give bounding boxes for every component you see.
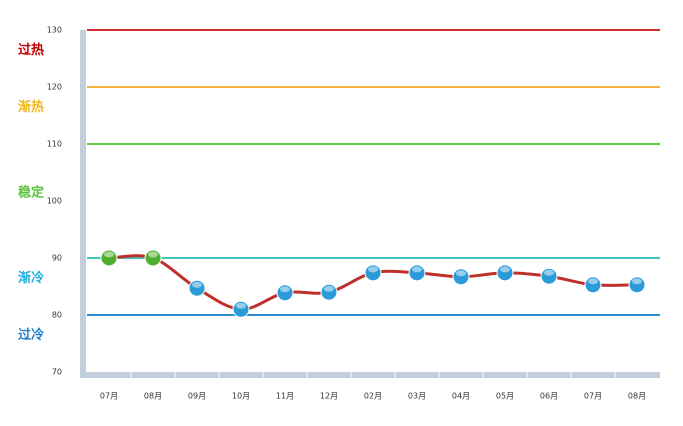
- y-tick-label: 80: [52, 311, 62, 320]
- x-tick-label: 07月: [100, 392, 118, 401]
- point-gloss: [368, 266, 378, 273]
- point-gloss: [324, 285, 334, 292]
- point-gloss: [236, 302, 246, 309]
- point-gloss: [632, 278, 642, 285]
- y-tick-label: 120: [47, 83, 62, 92]
- x-tick-label: 11月: [276, 392, 294, 401]
- point-gloss: [544, 269, 554, 276]
- x-tick-label: 09月: [188, 392, 206, 401]
- x-tick-label: 05月: [496, 392, 514, 401]
- zone-label: 稳定: [18, 185, 44, 201]
- zone-label: 渐热: [18, 99, 44, 115]
- point-gloss: [148, 251, 158, 258]
- point-gloss: [588, 278, 598, 285]
- y-axis-bar: [80, 30, 86, 378]
- x-tick-label: 04月: [452, 392, 470, 401]
- x-tick-label: 03月: [408, 392, 426, 401]
- zone-label: 过冷: [18, 327, 44, 343]
- x-tick-label: 08月: [144, 392, 162, 401]
- x-tick-label: 12月: [320, 392, 338, 401]
- point-gloss: [456, 270, 466, 277]
- y-tick-label: 100: [47, 197, 62, 206]
- y-tick-label: 110: [47, 140, 62, 149]
- x-axis-bar: [80, 372, 660, 378]
- zone-label: 过热: [18, 42, 44, 58]
- y-tick-label: 130: [47, 26, 62, 35]
- point-gloss: [280, 286, 290, 293]
- point-gloss: [192, 281, 202, 288]
- x-tick-label: 02月: [364, 392, 382, 401]
- x-tick-label: 10月: [232, 392, 250, 401]
- point-gloss: [104, 251, 114, 258]
- y-tick-label: 90: [52, 254, 62, 263]
- point-gloss: [500, 266, 510, 273]
- y-tick-label: 70: [52, 368, 62, 377]
- line: [108, 254, 638, 311]
- x-tick-label: 07月: [584, 392, 602, 401]
- x-tick-label: 06月: [540, 392, 558, 401]
- point-gloss: [412, 266, 422, 273]
- zone-label: 渐冷: [18, 270, 44, 286]
- x-tick-label: 08月: [628, 392, 646, 401]
